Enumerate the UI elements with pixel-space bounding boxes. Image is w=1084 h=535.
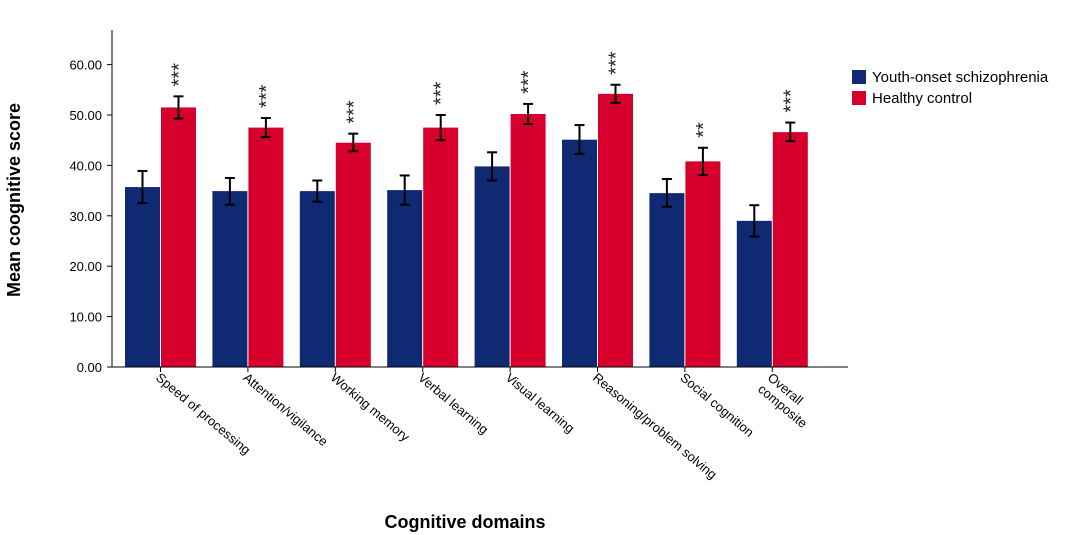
- legend-label: Youth-onset schizophrenia: [872, 69, 1049, 86]
- y-tick-label: 0.00: [77, 360, 102, 375]
- bar-schizophrenia: [299, 191, 335, 367]
- bars-layer: [125, 93, 808, 367]
- bar-healthy-control: [423, 127, 459, 367]
- significance-marker: ***: [518, 70, 540, 94]
- bar-schizophrenia: [125, 187, 160, 367]
- x-tick-label: Overallcomposite: [755, 370, 820, 431]
- significance-marker: ***: [256, 84, 278, 108]
- significance-marker: **: [693, 122, 715, 138]
- significance-marker: ***: [780, 89, 802, 113]
- x-axis: Speed of processingAttention/vigilanceWo…: [112, 366, 848, 482]
- bar-schizophrenia: [562, 139, 597, 367]
- bar-healthy-control: [598, 93, 633, 367]
- legend-label: Healthy control: [872, 90, 972, 107]
- error-bars-layer: [137, 83, 796, 238]
- x-tick-label: Social cognition: [677, 370, 756, 440]
- significance-marker: ***: [431, 81, 453, 105]
- significance-marker: ***: [169, 63, 191, 87]
- y-tick-label: 60.00: [69, 58, 102, 73]
- y-tick-label: 40.00: [69, 158, 102, 173]
- x-tick-label: Visual learning: [503, 370, 578, 436]
- y-tick-label: 50.00: [69, 108, 102, 123]
- y-tick-label: 30.00: [69, 209, 102, 224]
- y-axis-title: Mean coognitive score: [4, 103, 24, 297]
- bar-healthy-control: [510, 113, 546, 367]
- x-tick-label: Speed of processing: [153, 370, 253, 458]
- significance-layer: ************ ***********: [169, 51, 803, 138]
- y-tick-label: 10.00: [69, 310, 102, 325]
- y-axis: 0.00 10.00 20.00 30.00 40.00 50.00 60.00: [69, 30, 113, 375]
- bar-healthy-control: [161, 107, 196, 367]
- significance-marker: ***: [343, 100, 365, 124]
- bar-healthy-control: [685, 161, 721, 367]
- bar-healthy-control: [335, 142, 371, 367]
- y-tick-label: 20.00: [69, 259, 102, 274]
- legend: Youth-onset schizophrenia Healthy control: [852, 69, 1049, 107]
- bar-healthy-control: [248, 127, 284, 367]
- bar-schizophrenia: [474, 166, 510, 367]
- x-tick-label: Verbal learning: [415, 370, 491, 437]
- bar-schizophrenia: [387, 190, 423, 367]
- legend-swatch: [852, 70, 866, 84]
- bar-schizophrenia: [736, 220, 772, 367]
- legend-swatch: [852, 91, 866, 105]
- bar-healthy-control: [772, 132, 808, 367]
- x-tick-label: Working memory: [328, 370, 413, 445]
- bar-schizophrenia: [212, 191, 248, 367]
- significance-marker: ***: [606, 51, 628, 75]
- x-tick-label: Attention/vigilance: [240, 370, 330, 449]
- x-axis-title: Cognitive domains: [384, 512, 545, 532]
- bar-schizophrenia: [649, 193, 685, 367]
